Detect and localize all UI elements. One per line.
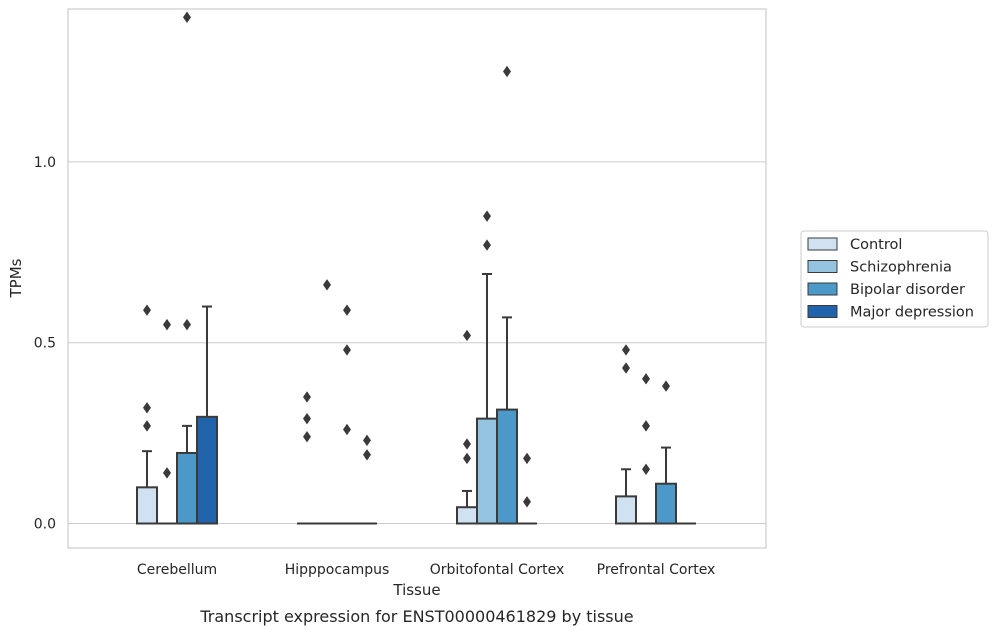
x-tick-label: Hipppocampus (285, 562, 390, 578)
outlier-point (183, 318, 191, 331)
outlier-point (523, 496, 531, 508)
legend-label: Schizophrenia (850, 260, 952, 276)
outlier-point (143, 420, 151, 432)
legend-label: Bipolar disorder (850, 282, 965, 298)
box-iqr (496, 408, 518, 525)
box-iqr (476, 417, 498, 525)
y-tick-label: 0.5 (34, 336, 56, 352)
outlier-point (463, 452, 471, 465)
box-iqr (176, 451, 198, 525)
outlier-point (143, 402, 151, 414)
legend-swatch (807, 305, 838, 318)
legend: Control Schizophrenia Bipolar disorder Majo… (800, 230, 989, 328)
outlier-point (363, 449, 371, 461)
outlier-point (343, 423, 351, 436)
outlier-point (463, 329, 471, 342)
outlier-point (143, 304, 151, 316)
box-3-1 (357, 434, 377, 525)
outlier-point (483, 239, 491, 251)
box-2-3 (655, 380, 677, 525)
outlier-point (662, 380, 670, 392)
outlier-point (642, 420, 650, 432)
outlier-point (622, 344, 630, 356)
outlier-point (343, 344, 351, 356)
legend-swatch (807, 282, 838, 296)
outlier-point (622, 362, 630, 374)
outlier-point (163, 467, 171, 479)
legend-swatch (807, 237, 838, 251)
box-3-0 (196, 305, 218, 525)
plot-frame (67, 8, 767, 549)
y-tick-labels: 0.00.51.01.52.02.5 (34, 155, 56, 533)
outlier-point (523, 452, 531, 465)
box-iqr (456, 506, 478, 525)
box-0-3 (615, 344, 637, 525)
outlier-point (483, 210, 491, 222)
outlier-point (163, 318, 171, 331)
y-axis-label: TPMs (7, 258, 25, 298)
outlier-point (363, 434, 371, 447)
box-iqr (196, 415, 218, 525)
box-2-0 (176, 11, 198, 525)
x-tick-label: Orbitofontal Cortex (430, 562, 565, 578)
box-1-1 (317, 279, 337, 525)
y-tick-label: 1.0 (34, 155, 56, 171)
legend-swatch (807, 260, 838, 273)
boxes (136, 11, 696, 525)
x-axis-label: Tissue (392, 581, 440, 599)
box-0-0 (136, 304, 158, 525)
box-2-2 (496, 65, 518, 525)
legend-frame (800, 230, 989, 328)
outlier-point (642, 463, 650, 475)
outlier-point (503, 65, 511, 78)
outlier-point (463, 438, 471, 450)
box-3-2 (517, 452, 537, 525)
outlier-point (323, 279, 331, 291)
x-tick-labels: Cerebellum Hipppocampus Orbitofontal Corte… (137, 562, 715, 578)
box-iqr (615, 495, 637, 525)
outlier-point (343, 304, 351, 316)
y-tick-label: 0.0 (34, 517, 56, 533)
outlier-point (183, 11, 191, 23)
box-iqr (136, 486, 158, 525)
outlier-point (642, 373, 650, 385)
box-iqr (655, 482, 677, 525)
box-2-1 (337, 304, 357, 525)
box-1-3 (636, 373, 656, 525)
legend-label: Control (850, 237, 902, 253)
outlier-point (303, 431, 311, 443)
box-1-0 (157, 318, 177, 525)
outlier-point (303, 391, 311, 403)
legend-label: Major depression (850, 305, 974, 321)
x-tick-label: Prefrontal Cortex (597, 562, 716, 578)
box-0-1 (297, 391, 317, 525)
outlier-point (303, 412, 311, 425)
x-tick-label: Cerebellum (137, 562, 217, 578)
plot-area (68, 9, 766, 548)
chart-caption: Transcript expression for ENST0000046182… (199, 607, 633, 626)
